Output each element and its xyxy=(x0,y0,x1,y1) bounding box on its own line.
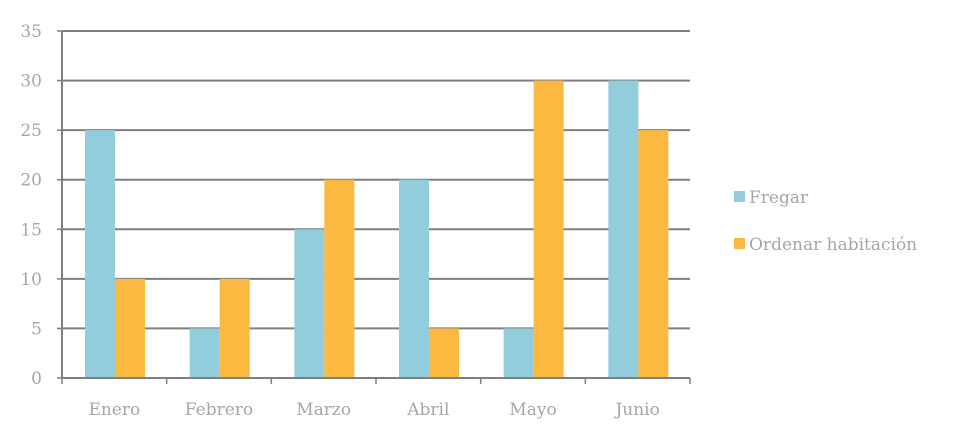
bar-fregar-marzo xyxy=(294,229,325,378)
bar-ordenar-habitación-mayo xyxy=(533,80,564,379)
x-tick-labels: Enero Febrero Marzo Abril Mayo Junio xyxy=(88,400,659,420)
bar-fregar-enero xyxy=(85,130,115,378)
y-tick-label: 20 xyxy=(20,171,42,191)
x-tick-label: Abril xyxy=(406,400,449,420)
x-tick-label: Marzo xyxy=(296,400,351,420)
x-tick-label: Mayo xyxy=(509,400,556,420)
legend-swatch xyxy=(734,191,745,202)
bar-fregar-mayo xyxy=(503,328,534,378)
x-tick-label: Junio xyxy=(613,400,659,420)
bar-fregar-junio xyxy=(608,80,639,379)
bar-ordenar-habitación-febrero xyxy=(219,278,250,378)
y-tick-label: 35 xyxy=(20,22,42,42)
y-tick-labels: 0 5 10 15 20 25 30 35 xyxy=(20,22,42,389)
axes xyxy=(57,30,691,384)
bar-ordenar-habitación-enero xyxy=(115,278,145,378)
x-tick-label: Febrero xyxy=(185,400,253,420)
gridlines xyxy=(62,30,690,330)
bar-fregar-abril xyxy=(399,179,429,378)
bar-ordenar-habitación-marzo xyxy=(324,179,355,378)
bar-ordenar-habitación-junio xyxy=(638,130,669,378)
legend-label: Fregar xyxy=(749,188,809,208)
y-tick-label: 15 xyxy=(20,220,42,240)
legend: Fregar Ordenar habitación xyxy=(734,188,917,255)
y-tick-label: 10 xyxy=(20,270,42,290)
bar-ordenar-habitación-abril xyxy=(429,328,459,378)
bars xyxy=(85,80,669,379)
bar-fregar-febrero xyxy=(189,328,220,378)
legend-label: Ordenar habitación xyxy=(749,235,917,255)
y-tick-label: 5 xyxy=(31,319,42,339)
y-tick-label: 0 xyxy=(31,369,42,389)
x-tick-label: Enero xyxy=(88,400,140,420)
y-tick-label: 25 xyxy=(20,121,42,141)
legend-swatch xyxy=(734,238,745,249)
y-tick-label: 30 xyxy=(20,72,42,92)
